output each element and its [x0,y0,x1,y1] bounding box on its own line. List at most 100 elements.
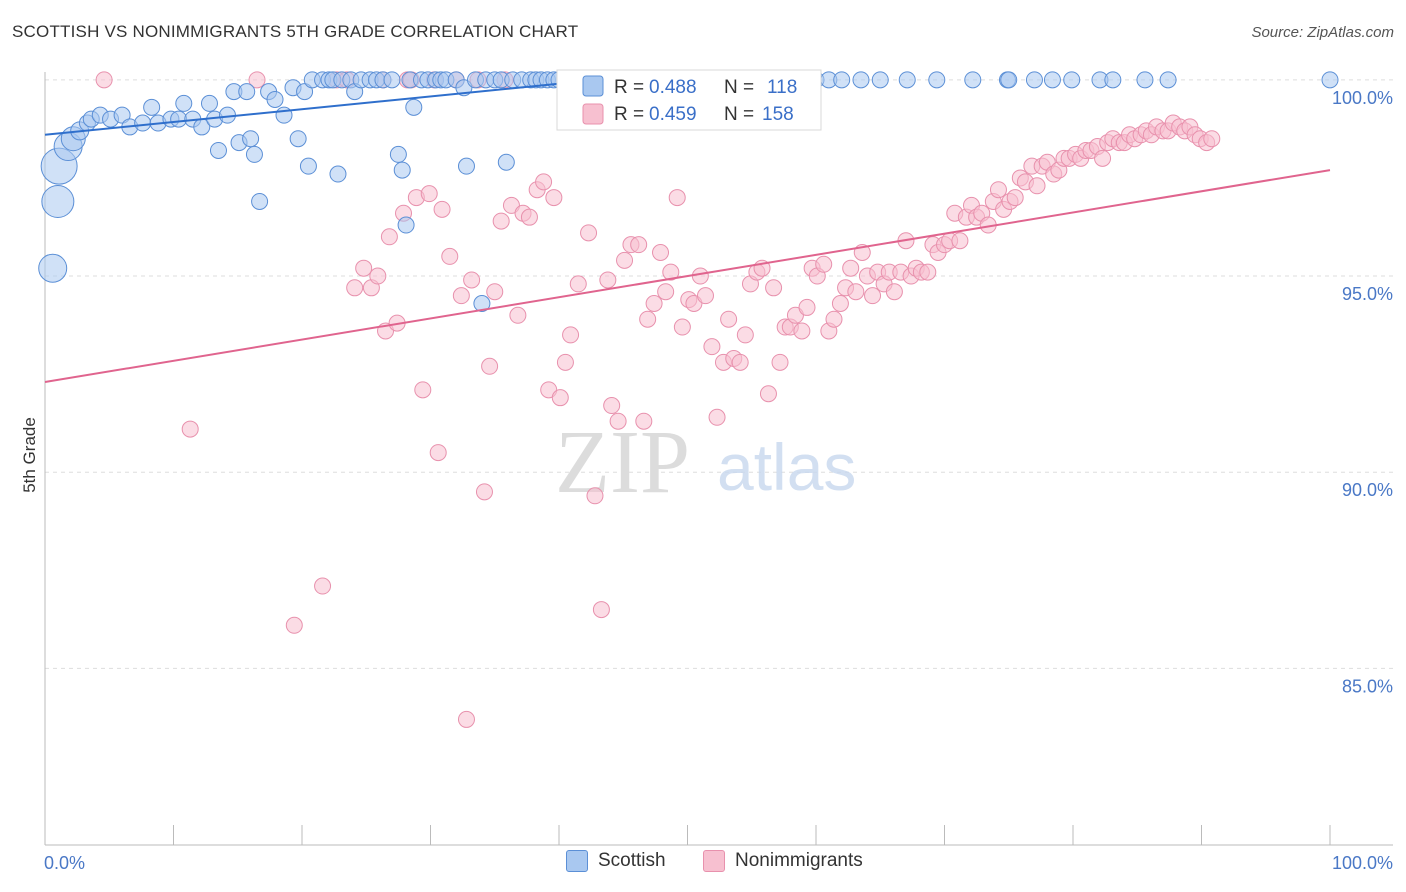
nonimmigrants-point [414,381,432,399]
legend-swatch-nonimmigrants [703,850,725,872]
nonimmigrants-point [509,306,527,324]
nonimmigrants-point [580,224,598,242]
nonimmigrants-point [569,275,587,293]
scottish-point [928,71,946,89]
nonimmigrants-point [652,243,670,261]
nonimmigrants-point [285,616,303,634]
scottish-point [299,157,317,175]
scottish-point [405,98,423,116]
scottish-point [852,71,870,89]
scottish-point [170,110,188,128]
nonimmigrants-point [662,263,680,281]
scottish-point [266,90,284,108]
nonimmigrants-point [708,408,726,426]
scottish-point [1043,71,1061,89]
scottish-point [242,130,260,148]
nonimmigrants-point [369,267,387,285]
scottish-point [1321,71,1339,89]
nonimmigrants-point [441,247,459,265]
legend-label-scottish: Scottish [598,850,666,871]
scottish-point [134,114,152,132]
nonimmigrants-point [599,271,617,289]
scottish-point [898,71,916,89]
nonimmigrants-point [989,181,1007,199]
scottish-point [175,94,193,112]
nonimmigrants-point [481,357,499,375]
nonimmigrants-point [314,577,332,595]
nonimmigrants-point [433,200,451,218]
nonimmigrants-point [847,283,865,301]
nonimmigrants-point [452,287,470,305]
legend-item-scottish[interactable]: Scottish [566,850,666,872]
scottish-point [38,253,68,283]
watermark-zip: ZIP [555,413,690,512]
axes [44,72,1393,846]
legend-item-nonimmigrants[interactable]: Nonimmigrants [703,850,863,872]
nonimmigrants-point [475,483,493,501]
y-axis-title: 5th Grade [20,417,39,493]
nonimmigrants-point [355,259,373,277]
scottish-point [143,98,161,116]
nonimmigrants-point [95,71,113,89]
nonimmigrants-point [639,310,657,328]
nonimmigrants-point [463,271,481,289]
nonimmigrants-point [657,283,675,301]
nonimmigrants-point [535,173,553,191]
scottish-point [200,94,218,112]
legend-swatch-scottish [566,850,588,872]
nonimmigrants-point [793,322,811,340]
nonimmigrants-point [842,259,860,277]
nonimmigrants-point [691,267,709,285]
watermark: ZIP atlas [555,413,856,512]
scottish-point [473,295,491,313]
nonimmigrants-point [420,185,438,203]
nonimmigrants-point [673,318,691,336]
bottom-legend: Scottish Nonimmigrants [0,850,1406,880]
nonimmigrants-point [551,389,569,407]
nonimmigrants-point [616,251,634,269]
nonimmigrants-point [1203,130,1221,148]
nonimmigrants-point [592,601,610,619]
nonimmigrants-point [457,710,475,728]
nonimmigrants-point [645,295,663,313]
scottish-point [497,153,515,171]
scottish-point [238,83,256,101]
scottish-point [1159,71,1177,89]
y-tick-label: 90.0% [1342,480,1393,500]
nonimmigrants-point [731,353,749,371]
nonimmigrants-point [630,236,648,254]
nonimmigrants-point [1028,177,1046,195]
scottish-point [1025,71,1043,89]
scottish-trend-line [44,78,598,136]
chart-title: SCOTTISH VS NONIMMIGRANTS 5TH GRADE CORR… [12,22,579,41]
stats-swatch-scottish [582,75,604,97]
nonimmigrants-point [951,232,969,250]
y-tick-label: 95.0% [1342,284,1393,304]
nonimmigrants-point [380,228,398,246]
stats-r-value-scottish: 0.488 [649,77,697,98]
legend-label-nonimmigrants: Nonimmigrants [735,850,863,871]
scottish-point [113,106,131,124]
nonimmigrants-point [635,412,653,430]
stats-legend: R = 0.488 N = 118 R = 0.459 N = 158 [556,69,822,131]
scottish-point [245,145,263,163]
scottish-point [289,130,307,148]
nonimmigrants-point [545,189,563,207]
stats-swatch-nonimmigrants [582,103,604,125]
scottish-point [329,165,347,183]
nonimmigrants-point [609,412,627,430]
nonimmigrants-point [346,279,364,297]
scottish-point [871,71,889,89]
source-label: Source: ZipAtlas.com [1251,24,1394,41]
nonimmigrants-point [771,353,789,371]
scottish-point [397,216,415,234]
nonimmigrants-trend-line [44,169,1331,383]
scottish-point [833,71,851,89]
stats-n-label-nonimmigrants: N = [724,104,754,125]
nonimmigrants-point [603,397,621,415]
scottish-point [1000,71,1018,89]
nonimmigrants-point [831,295,849,313]
stats-r-label-scottish: R = [614,77,644,98]
trend-lines [44,78,1331,383]
nonimmigrants-point [720,310,738,328]
